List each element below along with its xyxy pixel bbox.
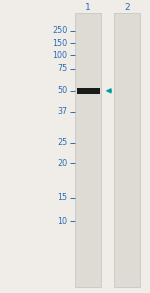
Text: 15: 15: [57, 193, 68, 202]
Text: 37: 37: [57, 108, 68, 116]
Text: 100: 100: [52, 51, 68, 59]
Text: 25: 25: [57, 138, 68, 147]
Text: 250: 250: [52, 26, 68, 35]
Text: 1: 1: [85, 3, 91, 12]
Bar: [76, 88, 100, 94]
Bar: [114, 13, 140, 287]
Text: 2: 2: [124, 3, 130, 12]
Text: 150: 150: [52, 39, 68, 48]
Text: 20: 20: [57, 159, 68, 168]
Text: 75: 75: [57, 64, 68, 73]
Text: 10: 10: [57, 217, 68, 226]
Text: 50: 50: [57, 86, 68, 95]
Bar: [75, 13, 101, 287]
